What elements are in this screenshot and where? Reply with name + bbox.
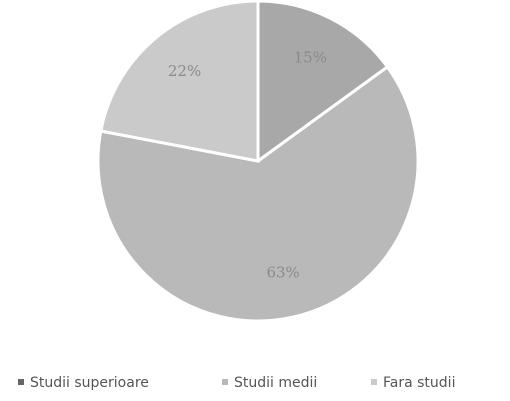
data-label: 15% <box>294 48 327 66</box>
pie-slice <box>96 64 420 323</box>
pie-slice <box>256 0 390 164</box>
pie-slice <box>99 0 260 163</box>
data-label: 22% <box>168 62 201 80</box>
legend-label: Studii medii <box>234 375 317 391</box>
legend-marker <box>222 379 228 385</box>
legend-label: Studii superioare <box>30 375 149 391</box>
legend-marker <box>18 379 24 385</box>
data-label: 63% <box>266 263 299 281</box>
legend-marker <box>371 379 377 385</box>
legend-label: Fara studii <box>383 375 455 391</box>
